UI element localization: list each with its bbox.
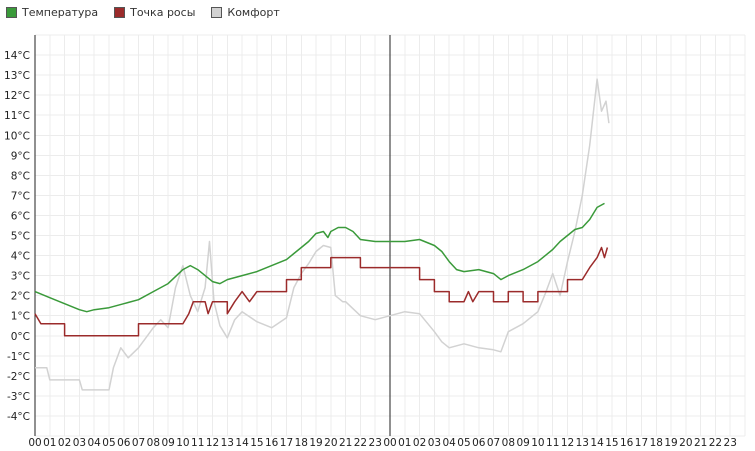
x-tick-label: 21 [694, 437, 707, 449]
x-tick-label: 15 [605, 437, 618, 449]
x-tick-label: 18 [295, 437, 308, 449]
x-tick-label: 23 [724, 437, 737, 449]
x-tick-label: 11 [191, 437, 204, 449]
x-tick-label: 14 [235, 437, 249, 449]
x-tick-label: 05 [102, 437, 115, 449]
y-tick-label: 3°C [11, 271, 30, 283]
x-tick-label: 09 [516, 437, 529, 449]
x-tick-label: 23 [369, 437, 382, 449]
x-tick-label: 08 [502, 437, 515, 449]
x-tick-label: 16 [265, 437, 279, 449]
x-tick-label: 04 [442, 437, 456, 449]
x-tick-label: 17 [280, 437, 293, 449]
x-tick-label: 13 [221, 437, 234, 449]
x-tick-label: 20 [679, 437, 692, 449]
x-tick-label: 11 [546, 437, 559, 449]
x-tick-label: 18 [650, 437, 663, 449]
y-tick-label: -3°C [7, 391, 30, 403]
y-tick-label: -2°C [7, 371, 30, 383]
legend-swatch-comfort [211, 6, 223, 18]
x-tick-label: 22 [709, 437, 722, 449]
legend-item-comfort[interactable]: Комфорт [211, 5, 280, 19]
x-tick-label: 01 [43, 437, 56, 449]
x-tick-label: 10 [531, 437, 544, 449]
series-line-dewpoint [34, 246, 609, 337]
x-tick-label: 00 [28, 437, 41, 449]
legend-label-dewpoint: Точка росы [130, 5, 196, 19]
legend-item-temperature[interactable]: Температура [6, 6, 98, 19]
y-tick-label: 14°C [4, 50, 30, 62]
x-tick-label: 01 [398, 437, 411, 449]
x-tick-label: 22 [354, 437, 367, 449]
y-tick-label: 1°C [11, 311, 30, 323]
x-tick-label: 07 [487, 437, 500, 449]
legend-item-dewpoint[interactable]: Точка росы [114, 6, 195, 19]
x-tick-label: 10 [176, 437, 189, 449]
x-tick-label: 06 [472, 437, 486, 449]
y-tick-label: 9°C [11, 150, 30, 162]
y-tick-label: 10°C [4, 130, 30, 142]
x-tick-label: 13 [576, 437, 589, 449]
chart-legend: Температура Точка росы Комфорт [6, 3, 280, 21]
x-tick-label: 17 [635, 437, 648, 449]
x-tick-label: 02 [58, 437, 71, 449]
x-tick-label: 20 [324, 437, 337, 449]
y-tick-label: 13°C [4, 70, 30, 82]
y-tick-label: 2°C [11, 291, 30, 303]
legend-swatch-temperature [6, 6, 17, 18]
x-tick-label: 12 [561, 437, 574, 449]
x-tick-label: 07 [132, 437, 145, 449]
x-tick-label: 09 [161, 437, 174, 449]
x-tick-label: 06 [117, 437, 131, 449]
x-tick-label: 05 [457, 437, 470, 449]
x-tick-label: 02 [413, 437, 426, 449]
series-line-temperature [34, 202, 605, 313]
legend-label-temperature: Температура [22, 5, 99, 19]
x-tick-label: 00 [383, 437, 396, 449]
x-tick-label: 19 [664, 437, 677, 449]
x-tick-label: 03 [73, 437, 86, 449]
y-tick-label: 8°C [11, 170, 30, 182]
x-tick-label: 03 [428, 437, 441, 449]
y-tick-label: 7°C [11, 190, 30, 202]
series-line-comfort [35, 78, 610, 391]
y-tick-label: -1°C [7, 351, 30, 363]
y-tick-label: 4°C [11, 251, 30, 263]
legend-swatch-dewpoint [114, 6, 126, 18]
y-tick-label: 11°C [4, 110, 30, 122]
x-tick-label: 14 [590, 437, 604, 449]
x-tick-label: 15 [250, 437, 263, 449]
x-tick-label: 04 [87, 437, 101, 449]
x-tick-label: 21 [339, 437, 352, 449]
x-tick-label: 12 [206, 437, 219, 449]
x-tick-label: 16 [620, 437, 634, 449]
x-tick-label: 08 [147, 437, 160, 449]
y-tick-label: -4°C [7, 411, 30, 423]
y-tick-label: 6°C [11, 210, 30, 222]
y-tick-label: 5°C [11, 231, 30, 243]
x-tick-label: 19 [309, 437, 322, 449]
y-tick-label: 12°C [4, 90, 30, 102]
legend-label-comfort: Комфорт [227, 5, 280, 19]
y-tick-label: 0°C [11, 331, 30, 343]
